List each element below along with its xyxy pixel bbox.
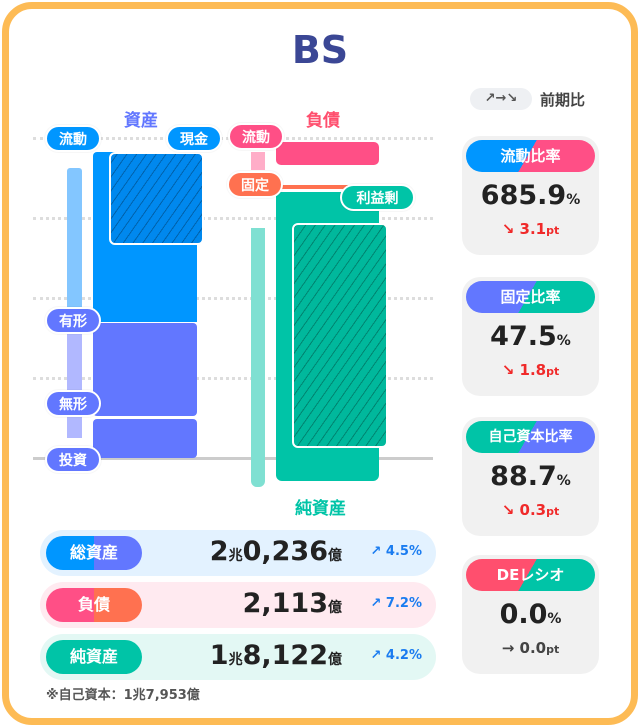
liab-current-thin-bar <box>251 152 265 170</box>
summary-change: ↗ 4.5% <box>370 544 422 559</box>
ratio-card-current: 流動比率 685.9% ↘ 3.1pt <box>462 136 599 255</box>
summary-change: ↗ 4.2% <box>370 648 422 663</box>
ratio-change: ↘ 1.8pt <box>501 361 560 379</box>
ratio-label: DEレシオ <box>466 559 595 591</box>
asset-cash-bar <box>109 152 204 245</box>
page-title: BS <box>291 28 349 72</box>
ratio-card-equity: 自己資本比率 88.7% ↘ 0.3pt <box>462 417 599 536</box>
asset-cash-tag: 現金 <box>166 125 222 152</box>
footnote: ※自己資本：1兆7,953億 <box>46 688 200 703</box>
ratio-change: → 0.0pt <box>501 639 560 657</box>
ratio-value: 88.7% <box>490 461 571 492</box>
asset-tangible-tag: 有形 <box>45 307 101 334</box>
legend-label: 前期比 <box>540 91 586 109</box>
asset-investment-tag: 投資 <box>45 446 101 473</box>
gridline <box>33 297 433 300</box>
summary-row-total-assets: 総資産 2兆0,236億 ↗ 4.5% <box>40 530 436 576</box>
summary-value: 2兆0,236億 <box>209 536 342 567</box>
summary-row-net-assets: 純資産 1兆8,122億 ↗ 4.2% <box>40 634 436 680</box>
summary-change: ↗ 7.2% <box>370 596 422 611</box>
summary-label: 純資産 <box>46 640 142 674</box>
ratio-value: 47.5% <box>490 321 571 352</box>
net-assets-thin-bar <box>251 228 265 487</box>
retained-earnings-tag: 利益剰 <box>340 184 415 211</box>
liabilities-title: 負債 <box>306 111 340 131</box>
asset-current-tag: 流動 <box>45 125 101 152</box>
asset-intangible-tag: 無形 <box>45 390 101 417</box>
summary-row-liabilities: 負債 2,113億 ↗ 7.2% <box>40 582 436 628</box>
ratio-value: 685.9% <box>480 180 581 211</box>
ratio-label: 流動比率 <box>466 140 595 172</box>
baseline <box>33 457 433 460</box>
liab-current-tag: 流動 <box>228 123 284 150</box>
ratio-change: ↘ 3.1pt <box>501 220 560 238</box>
liab-current-bar <box>276 142 379 165</box>
trend-arrows-icon: ↗→↘ <box>470 88 532 110</box>
ratio-label: 自己資本比率 <box>466 421 595 453</box>
gridline <box>33 217 433 220</box>
summary-value: 1兆8,122億 <box>209 640 342 671</box>
assets-title: 資産 <box>124 111 158 131</box>
net-assets-title: 純資産 <box>295 499 346 519</box>
summary-value: 2,113億 <box>242 588 342 619</box>
ratio-card-de: DEレシオ 0.0% → 0.0pt <box>462 555 599 674</box>
summary-label: 負債 <box>46 588 142 622</box>
liab-fixed-bar <box>276 185 379 189</box>
retained-earnings-bar <box>292 223 388 448</box>
asset-tangible-bar <box>93 323 197 416</box>
summary-label: 総資産 <box>46 536 142 570</box>
ratio-label: 固定比率 <box>466 281 595 313</box>
gridline <box>33 377 433 380</box>
ratio-value: 0.0% <box>499 599 562 630</box>
liab-fixed-tag: 固定 <box>227 171 283 198</box>
asset-investment-bar <box>93 419 197 458</box>
ratio-card-fixed: 固定比率 47.5% ↘ 1.8pt <box>462 277 599 396</box>
ratio-change: ↘ 0.3pt <box>501 501 560 519</box>
